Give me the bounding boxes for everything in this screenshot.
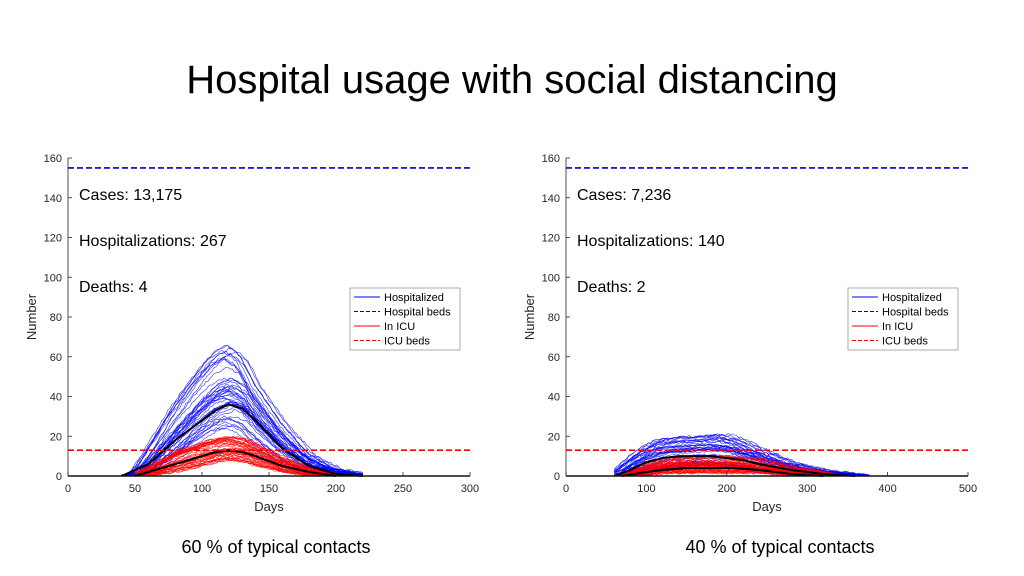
legend-box xyxy=(847,287,959,351)
legend-entry: In ICU xyxy=(882,321,913,333)
x-tick-label: 0 xyxy=(563,483,569,495)
legend-entry: Hospitalized xyxy=(882,292,942,304)
chart-panel-right: 0 20 40 60 80 100 120 140 160 0 100 200 300 400 500 Day… xyxy=(508,148,978,520)
y-tick-label: 20 xyxy=(50,431,62,443)
legend-entry: ICU beds xyxy=(882,336,928,348)
x-tick-label: 150 xyxy=(260,483,278,495)
x-axis-label: Days xyxy=(254,499,284,514)
annotation-text: Cases: 13,175 xyxy=(79,187,182,204)
hospitalized-trajectory xyxy=(121,345,364,477)
x-tick-label: 200 xyxy=(327,483,345,495)
x-tick-label: 50 xyxy=(129,483,141,495)
hospitalized-trajectory xyxy=(121,366,363,477)
hospitalized-trajectory xyxy=(121,377,363,477)
chart-right: 0 20 40 60 80 100 120 140 160 0 100 200 300 400 500 Day… xyxy=(522,153,977,514)
icu-trajectory xyxy=(134,436,337,477)
y-tick-label: 160 xyxy=(542,153,560,165)
x-tick-label: 100 xyxy=(193,483,211,495)
x-tick-label: 300 xyxy=(461,483,479,495)
legend-box xyxy=(349,287,461,351)
x-tick-label: 400 xyxy=(878,483,896,495)
y-tick-label: 60 xyxy=(50,352,62,364)
x-tick-label: 300 xyxy=(798,483,816,495)
x-tick-label: 200 xyxy=(718,483,736,495)
legend-entry: Hospitalized xyxy=(384,292,444,304)
y-tick-label: 80 xyxy=(50,312,62,324)
legend-entry: ICU beds xyxy=(384,336,430,348)
caption-right: 40 % of typical contacts xyxy=(685,537,875,557)
hospitalized-trajectory xyxy=(121,346,364,477)
chart-panel-left: 0 20 40 60 80 100 120 140 160 0 50 100 150 200 250 300 D… xyxy=(10,148,480,520)
hospitalized-trajectory xyxy=(121,358,363,477)
icu-mean-line xyxy=(134,449,337,477)
y-tick-label: 100 xyxy=(44,272,62,284)
icu-trajectory xyxy=(134,459,336,477)
y-tick-label: 0 xyxy=(56,471,62,483)
legend-entry: Hospital beds xyxy=(882,307,949,319)
annotation-text: Deaths: 4 xyxy=(79,279,148,296)
y-tick-label: 140 xyxy=(44,193,62,205)
y-tick-label: 160 xyxy=(44,153,62,165)
x-axis-label: Days xyxy=(752,499,782,514)
y-tick-label: 80 xyxy=(548,312,560,324)
icu-trajectory xyxy=(135,455,337,477)
y-tick-label: 120 xyxy=(44,233,62,245)
hospitalized-trajectory xyxy=(614,433,870,477)
hospitalized-trajectory xyxy=(121,352,363,477)
icu-trajectory xyxy=(134,436,337,477)
x-tick-label: 0 xyxy=(65,483,71,495)
y-tick-label: 120 xyxy=(542,233,560,245)
x-tick-label: 100 xyxy=(637,483,655,495)
hospitalized-trajectory xyxy=(121,351,363,477)
icu-trajectory xyxy=(134,438,337,476)
icu-trajectory xyxy=(134,457,337,477)
hospitalized-mean-line xyxy=(121,403,363,477)
hospitalized-trajectory xyxy=(121,393,363,477)
slide-title: Hospital usage with social distancing xyxy=(186,58,838,102)
caption-left: 60 % of typical contacts xyxy=(181,537,371,557)
x-tick-label: 250 xyxy=(394,483,412,495)
annotation-text: Cases: 7,236 xyxy=(577,187,671,204)
annotation-text: Hospitalizations: 140 xyxy=(577,233,725,250)
y-axis-label: Number xyxy=(522,293,537,340)
hospitalized-trajectory xyxy=(614,436,870,477)
icu-trajectory xyxy=(622,459,840,477)
legend: Hospitalized Hospital beds In ICU ICU beds xyxy=(349,287,461,351)
y-tick-label: 40 xyxy=(548,392,560,404)
y-tick-label: 40 xyxy=(50,392,62,404)
y-tick-label: 100 xyxy=(542,272,560,284)
y-tick-label: 140 xyxy=(542,193,560,205)
legend-entry: Hospital beds xyxy=(384,307,451,319)
hospitalized-mean-line xyxy=(613,455,856,477)
annotation-text: Deaths: 2 xyxy=(577,279,646,296)
icu-trajectory xyxy=(134,451,337,477)
chart-left: 0 20 40 60 80 100 120 140 160 0 50 100 150 200 250 300 D… xyxy=(24,153,479,514)
x-tick-label: 500 xyxy=(959,483,977,495)
y-tick-label: 60 xyxy=(548,352,560,364)
legend: Hospitalized Hospital beds In ICU ICU beds xyxy=(847,287,959,351)
y-tick-label: 20 xyxy=(548,431,560,443)
y-axis-label: Number xyxy=(24,293,39,340)
y-tick-label: 0 xyxy=(554,471,560,483)
icu-mean-line xyxy=(622,467,824,477)
annotation-text: Hospitalizations: 267 xyxy=(79,233,227,250)
legend-entry: In ICU xyxy=(384,321,415,333)
